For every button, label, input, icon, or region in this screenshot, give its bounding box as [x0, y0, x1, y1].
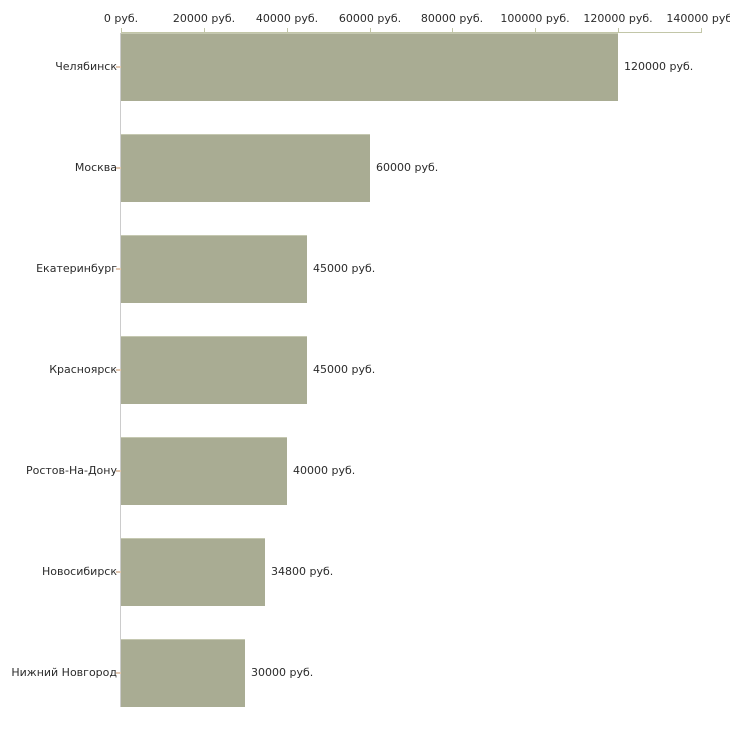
value-label: 45000 руб. [313, 262, 376, 275]
x-axis-tick [287, 28, 288, 33]
x-axis-tick-label: 60000 руб. [338, 12, 402, 25]
category-label: Ростов-На-Дону [25, 464, 117, 477]
category-tick [116, 369, 121, 371]
x-axis-tick [204, 28, 205, 33]
x-axis-tick [701, 28, 702, 33]
category-tick [116, 167, 121, 169]
x-axis-tick [535, 28, 536, 33]
x-axis-tick-label: 0 руб. [103, 12, 139, 25]
x-axis-tick [452, 28, 453, 33]
value-label: 60000 руб. [376, 161, 439, 174]
category-tick [116, 66, 121, 68]
x-axis-tick [370, 28, 371, 33]
x-axis-tick-label: 20000 руб. [172, 12, 236, 25]
value-label: 120000 руб. [624, 60, 694, 73]
category-label: Новосибирск [41, 565, 117, 578]
bar [121, 33, 618, 101]
value-label: 34800 руб. [271, 565, 334, 578]
bar [121, 639, 245, 707]
x-axis-tick-label: 140000 руб. [666, 12, 730, 25]
category-tick [116, 571, 121, 573]
category-tick [116, 470, 121, 472]
x-axis-tick-label: 80000 руб. [420, 12, 484, 25]
x-axis-tick-label: 40000 руб. [255, 12, 319, 25]
category-label: Челябинск [55, 60, 117, 73]
category-tick [116, 268, 121, 270]
category-tick [116, 672, 121, 674]
category-label: Нижний Новгород [11, 666, 117, 679]
bar [121, 437, 287, 505]
x-axis-tick-label: 120000 руб. [583, 12, 653, 25]
bar [121, 235, 307, 303]
x-axis-tick-label: 100000 руб. [500, 12, 570, 25]
bar [121, 336, 307, 404]
bar [121, 538, 265, 606]
x-axis-tick [121, 28, 122, 33]
x-axis-tick [618, 28, 619, 33]
bar [121, 134, 370, 202]
value-label: 40000 руб. [293, 464, 356, 477]
category-label: Красноярск [49, 363, 117, 376]
value-label: 45000 руб. [313, 363, 376, 376]
value-label: 30000 руб. [251, 666, 314, 679]
category-label: Екатеринбург [36, 262, 117, 275]
x-axis-line [121, 32, 702, 33]
category-label: Москва [74, 161, 117, 174]
